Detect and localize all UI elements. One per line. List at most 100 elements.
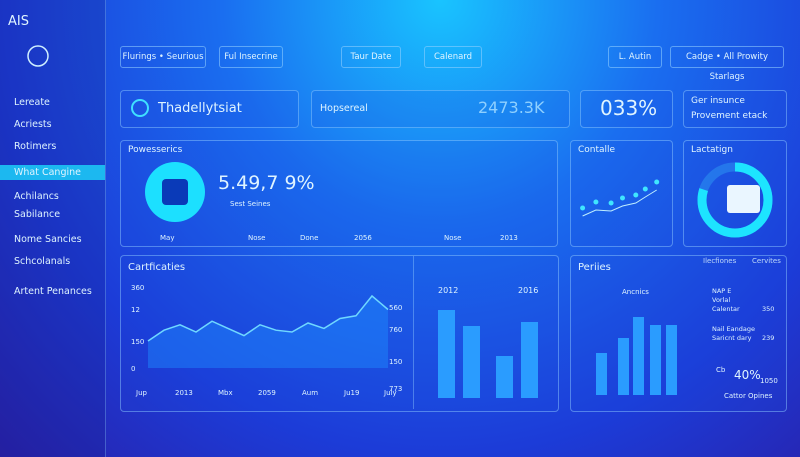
bar [666,325,677,395]
nav-item[interactable]: Artent Penances [14,286,92,297]
icon [131,99,149,117]
legend-entry: Vorlal [712,296,731,304]
brand: AIS [8,14,29,29]
panel-title: Periies [578,262,611,273]
icon [27,45,49,67]
legend: Ilecfiones [703,257,737,265]
scatter-point [642,186,648,192]
kpi-card [311,90,570,128]
tick-label: 560 [389,304,403,312]
scatter-point [633,192,639,198]
toolbar-button[interactable]: Taur Date [341,46,401,68]
footer: Cattor Opines [724,392,773,400]
menu-title: Ger insunce [691,96,745,106]
tick-label: 150 [389,358,403,366]
scatter-point [620,195,625,201]
nav-item[interactable]: Rotimers [14,141,57,152]
scatter-point [593,199,599,205]
kpi-card [580,90,673,128]
nav-item[interactable]: Schcolanals [14,256,71,267]
sidebar [0,0,106,457]
kpi-title: Thadellytsiat [158,101,242,116]
legend-entry: Nail Eandage [712,325,755,333]
x-label: Aum [302,389,319,397]
gauge-value: 40% [734,368,761,382]
bar [463,326,480,398]
panel-title: Lactatign [691,145,733,155]
menu-sub: Provement etack [691,111,768,121]
panel-title: Powesserics [128,145,183,155]
nav-item[interactable]: What Cangine [0,165,105,180]
scatter-point [580,205,586,211]
tick-label: 360 [131,284,145,292]
x-label: July [384,389,397,397]
axis-label: Nose [444,234,462,242]
toolbar-button[interactable]: L. Autin [608,46,662,68]
subtitle: Ancnics [622,288,649,296]
toolbar-button[interactable]: Flurings • Seurious [120,46,206,68]
nav-item[interactable]: Nome Sancies [14,234,82,245]
nav-item[interactable]: Acriests [14,119,52,130]
bar [596,353,607,395]
scatter-point [608,200,614,206]
axis-label: 2056 [354,234,372,242]
legend-entry: Saricnt dary [712,334,752,342]
axis-label: May [160,234,175,242]
x-label: 2013 [175,389,193,397]
kpi-percent: 033% [600,96,658,120]
x-label: 2059 [258,389,276,397]
nav-item[interactable]: Sabilance [14,209,61,220]
kpi-card [120,90,299,128]
x-label: Mbx [218,389,233,397]
bar [633,317,644,395]
bar-label: 2012 [438,286,459,295]
axis-label: Done [300,234,319,242]
legend-entry: Calentar [712,305,740,313]
trend-line [582,189,657,217]
toolbar-button[interactable]: Cadge • All Prowity Starlags [670,46,784,82]
menu-card[interactable] [683,90,787,128]
icon [162,179,188,205]
kpi-value: 2473.3K [478,98,545,117]
legend: Cervites [752,257,781,265]
donut-arc [697,162,773,238]
toolbar-button[interactable]: Ful Insecrine [219,46,283,68]
scatter-point [654,179,660,185]
divider [413,256,414,409]
legend-entry: NAP E [712,287,732,295]
panel [570,140,673,247]
tick-label: 0 [131,365,136,373]
caption: Sest Seines [230,200,271,208]
axis-label: 2013 [500,234,518,242]
x-label: Jup [136,389,147,397]
line-area [148,296,388,368]
nav-item[interactable]: Achilancs [14,191,59,202]
bar-label: 2016 [518,286,539,295]
axis-label: Nose [248,234,266,242]
line [147,294,389,342]
panel-title: Contalle [578,145,616,155]
gauge-side: 1050 [760,377,778,385]
toolbar-button[interactable]: Calenard [424,46,482,68]
panel-title: Cartficaties [128,262,186,273]
legend-entry: 239 [762,334,775,342]
icon [727,185,760,213]
kpi-label: Hopsereal [320,103,368,114]
bar [438,310,455,398]
tick-label: 150 [131,338,145,346]
panel [120,255,559,412]
bar [650,325,661,395]
nav-item[interactable]: Lereate [14,97,50,108]
gauge-label: Cb [716,366,726,374]
tick-label: 12 [131,306,140,314]
bar [496,356,513,398]
tick-label: 773 [389,385,403,393]
tick-label: 760 [389,326,403,334]
legend-entry: 350 [762,305,775,313]
x-label: Ju19 [344,389,360,397]
big-value: 5.49,7 9% [218,172,315,194]
bar [618,338,629,395]
bar [521,322,538,398]
